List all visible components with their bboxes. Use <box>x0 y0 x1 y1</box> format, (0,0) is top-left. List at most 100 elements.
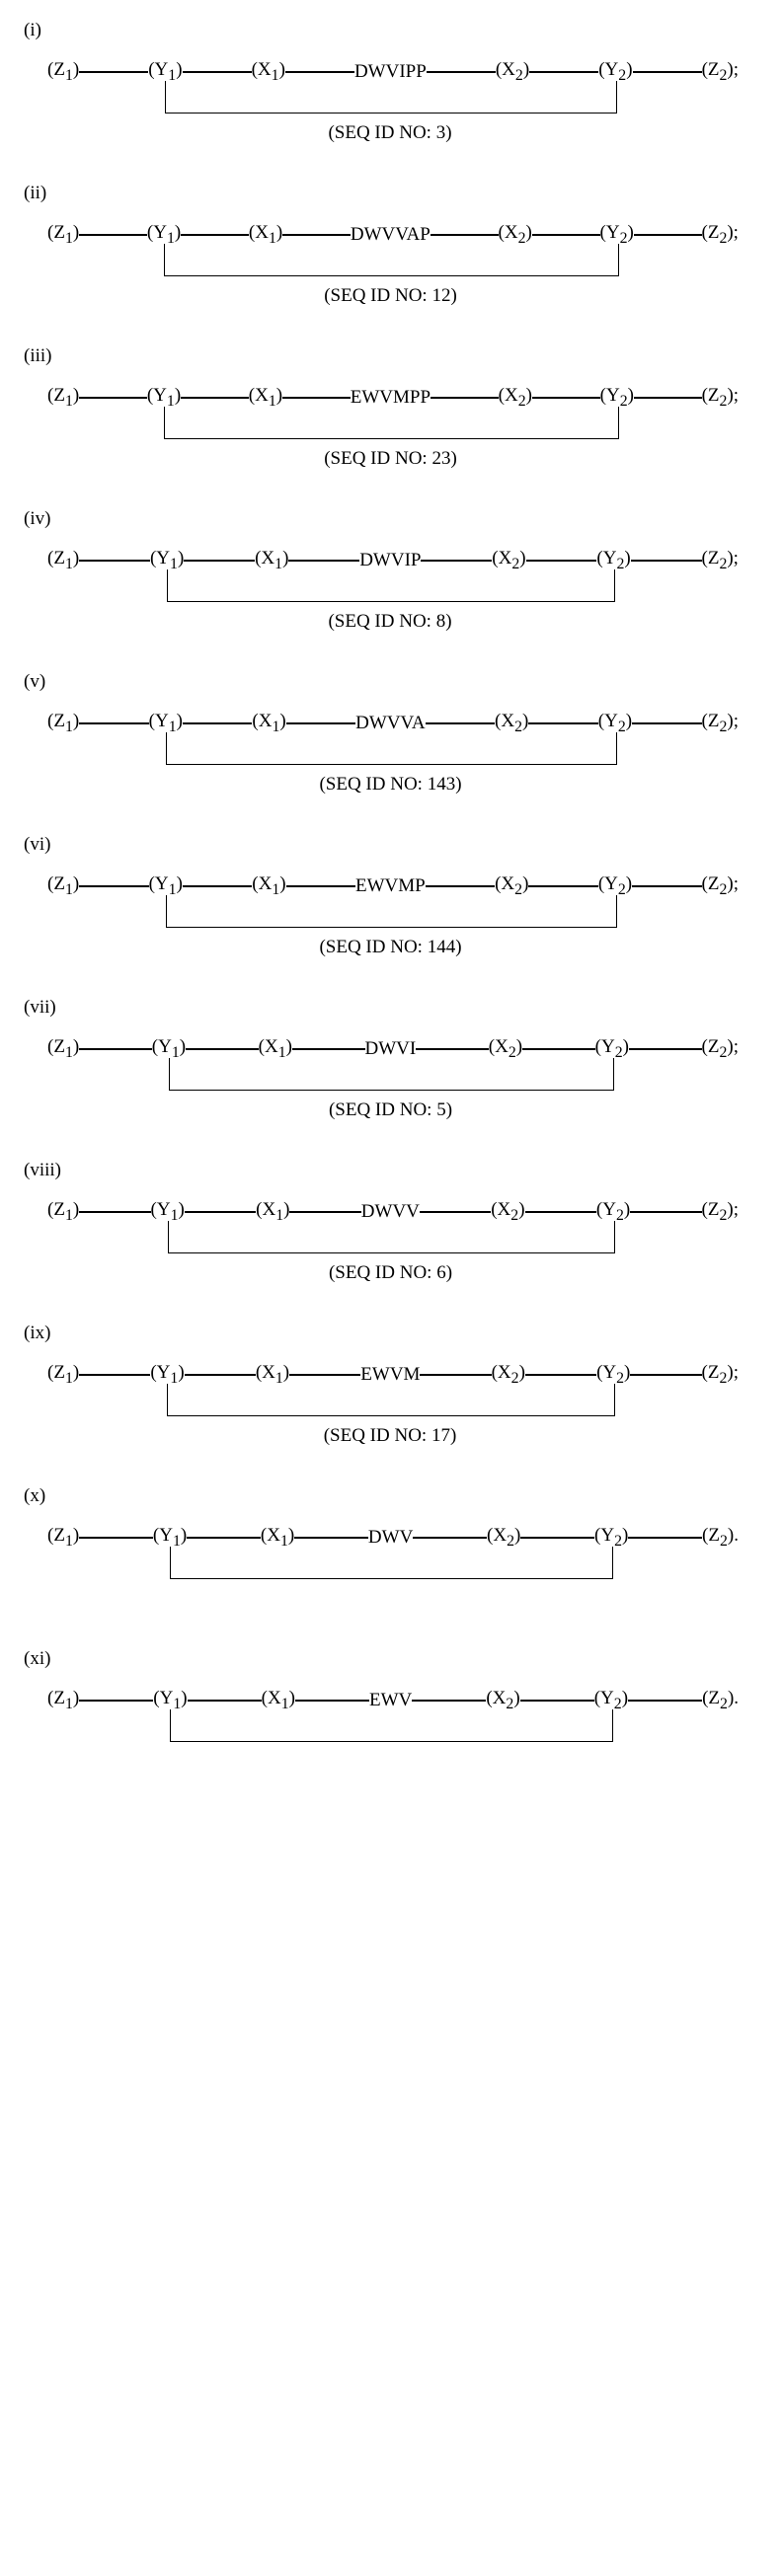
bond-line <box>631 560 702 562</box>
seq-id-caption: (SEQ ID NO: 5) <box>169 1099 612 1121</box>
sequence-node: DWVVA <box>355 713 425 734</box>
bond-line <box>529 71 598 73</box>
chain-diagram: (Z1)(Y1)(X1)DWV(X2)(Y2)(Z2). <box>47 1525 763 1594</box>
sequence-node: EWVMPP <box>351 387 431 409</box>
variable-node: (Z2); <box>702 59 739 85</box>
entry-label: (v) <box>24 671 763 693</box>
variable-node: (Z2); <box>702 385 739 411</box>
seq-id-caption: (SEQ ID NO: 143) <box>166 774 615 796</box>
bond-line <box>79 1537 153 1539</box>
variable-node: (Z2); <box>702 222 739 248</box>
diagram-list: (i) (Z1)(Y1)(X1)DWVIPP(X2)(Y2)(Z2);(SEQ I… <box>20 20 763 1757</box>
bond-line <box>289 1211 360 1213</box>
bond-line <box>630 1211 701 1213</box>
bond-line <box>183 71 252 73</box>
bond-line <box>532 234 600 236</box>
entry-label: (viii) <box>24 1160 763 1181</box>
chain-diagram: (Z1)(Y1)(X1)DWVIP(X2)(Y2)(Z2);(SEQ ID NO… <box>47 548 763 617</box>
bond-line <box>634 234 702 236</box>
variable-node: (Z1) <box>47 222 79 248</box>
sequence-node: EWVMP <box>355 875 426 897</box>
seq-id-caption: (SEQ ID NO: 144) <box>166 937 615 958</box>
variable-node: (Z2); <box>702 1199 739 1225</box>
sequence-node: DWVIP <box>359 550 421 571</box>
bond-line <box>632 722 701 724</box>
bond-line <box>427 71 496 73</box>
bond-line <box>184 560 255 562</box>
sequence-node: DWVVAP <box>351 224 431 246</box>
seq-id-caption: (SEQ ID NO: 8) <box>167 611 613 633</box>
bond-line <box>426 722 495 724</box>
bond-line <box>431 234 499 236</box>
bracket <box>167 569 615 602</box>
bond-line <box>421 560 492 562</box>
bond-line <box>528 885 597 887</box>
entry-label: (ix) <box>24 1323 763 1344</box>
bracket <box>166 895 617 928</box>
bond-line <box>412 1700 486 1702</box>
variable-node: (Z1) <box>47 711 79 736</box>
variable-node: (Z1) <box>47 59 79 85</box>
bond-line <box>79 560 150 562</box>
entry-label: (xi) <box>24 1648 763 1670</box>
chain-diagram: (Z1)(Y1)(X1)DWVIPP(X2)(Y2)(Z2);(SEQ ID N… <box>47 59 763 128</box>
bracket <box>170 1709 613 1742</box>
entry: (v)(Z1)(Y1)(X1)DWVVA(X2)(Y2)(Z2);(SEQ ID… <box>20 671 763 780</box>
entry-label: (i) <box>24 20 763 41</box>
bond-line <box>413 1537 487 1539</box>
variable-node: (Z1) <box>47 1199 79 1225</box>
chain-diagram: (Z1)(Y1)(X1)DWVV(X2)(Y2)(Z2);(SEQ ID NO:… <box>47 1199 763 1268</box>
bond-line <box>292 1048 365 1050</box>
bond-line <box>186 1048 259 1050</box>
variable-node: (Z2); <box>702 711 739 736</box>
bracket <box>168 1221 615 1253</box>
seq-id-caption: (SEQ ID NO: 6) <box>168 1262 613 1284</box>
entry: (x)(Z1)(Y1)(X1)DWV(X2)(Y2)(Z2). <box>20 1485 763 1594</box>
bond-line <box>628 1537 702 1539</box>
sequence-node: EWVM <box>360 1364 420 1386</box>
bond-line <box>79 234 147 236</box>
entry: (iii) (Z1)(Y1)(X1)EWVMPP(X2)(Y2)(Z2);(SEQ… <box>20 345 763 454</box>
bond-line <box>520 1537 594 1539</box>
entry: (ii)(Z1)(Y1)(X1)DWVVAP(X2)(Y2)(Z2);(SEQ … <box>20 183 763 291</box>
chain-diagram: (Z1)(Y1)(X1)DWVI(X2)(Y2)(Z2);(SEQ ID NO:… <box>47 1036 763 1105</box>
variable-node: (Z2); <box>702 548 739 573</box>
bond-line <box>633 71 702 73</box>
bond-line <box>79 71 148 73</box>
variable-node: (Z2); <box>702 873 739 899</box>
bond-line <box>294 1537 368 1539</box>
bond-line <box>285 71 354 73</box>
bond-line <box>79 1048 152 1050</box>
bond-line <box>181 397 249 399</box>
bond-line <box>295 1700 369 1702</box>
sequence-node: DWVI <box>365 1038 417 1060</box>
bracket <box>164 407 619 439</box>
bracket <box>166 732 617 765</box>
bond-line <box>289 1374 360 1376</box>
entry: (vi) (Z1)(Y1)(X1)EWVMP(X2)(Y2)(Z2);(SEQ I… <box>20 834 763 943</box>
bracket <box>164 244 619 276</box>
variable-node: (Z1) <box>47 1362 79 1388</box>
sequence-node: DWV <box>368 1527 413 1549</box>
bond-line <box>282 397 351 399</box>
sequence-node: DWVV <box>361 1201 420 1223</box>
bond-line <box>420 1374 491 1376</box>
bond-line <box>79 397 147 399</box>
chain-diagram: (Z1)(Y1)(X1)EWVMPP(X2)(Y2)(Z2);(SEQ ID N… <box>47 385 763 454</box>
bracket <box>169 1058 614 1091</box>
variable-node: (Z1) <box>47 1525 79 1551</box>
bond-line <box>79 1211 150 1213</box>
bond-line <box>185 1374 256 1376</box>
chain-diagram: (Z1)(Y1)(X1)EWVM(X2)(Y2)(Z2);(SEQ ID NO:… <box>47 1362 763 1431</box>
entry-label: (iii) <box>24 345 763 367</box>
bond-line <box>79 1700 153 1702</box>
bond-line <box>288 560 359 562</box>
bond-line <box>286 722 355 724</box>
sequence-node: DWVIPP <box>354 61 427 83</box>
variable-node: (Z1) <box>47 1036 79 1062</box>
bond-line <box>188 1700 262 1702</box>
chain-diagram: (Z1)(Y1)(X1)EWV(X2)(Y2)(Z2). <box>47 1688 763 1757</box>
chain-diagram: (Z1)(Y1)(X1)EWVMP(X2)(Y2)(Z2);(SEQ ID NO… <box>47 873 763 943</box>
bond-line <box>183 722 252 724</box>
entry-label: (vi) <box>24 834 763 856</box>
